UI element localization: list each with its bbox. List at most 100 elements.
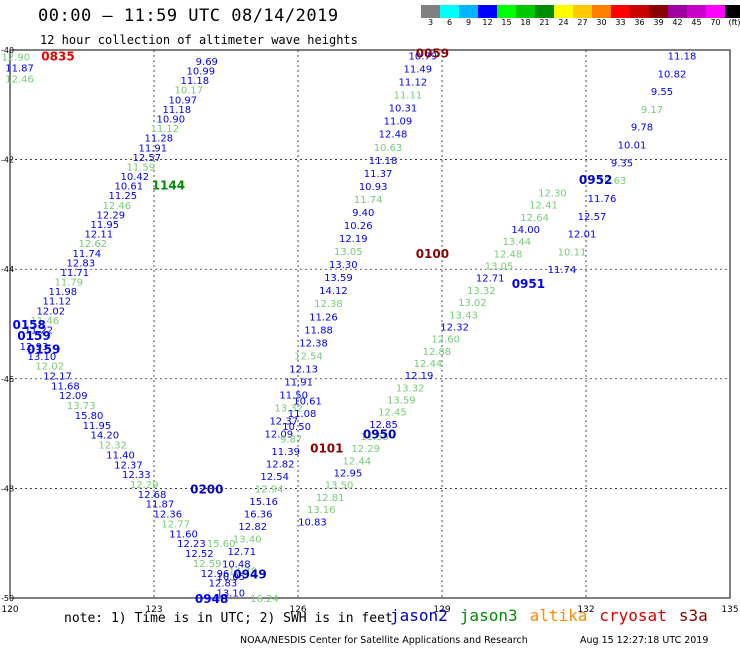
swh-value: 12.71	[227, 547, 256, 558]
swh-value: 11.40	[106, 450, 135, 461]
pass-time-label: 0835	[41, 49, 74, 63]
swh-value: 11.60	[169, 529, 198, 540]
legend-swatch	[573, 5, 592, 18]
swh-value: 12.96	[201, 569, 230, 580]
swh-value: 13.32	[396, 383, 425, 394]
legend-label: 12	[482, 18, 493, 27]
swh-value: 12.62	[78, 239, 107, 250]
swh-value: 10.63	[374, 143, 403, 154]
swh-value: 11.76	[588, 194, 617, 205]
legend-swatch	[611, 5, 630, 18]
swh-value: 11.95	[83, 421, 112, 432]
legend-swatch	[478, 5, 497, 18]
swh-value: 11.18	[668, 51, 697, 62]
swh-value: 11.37	[364, 169, 393, 180]
swh-value: 12.83	[209, 579, 238, 590]
swh-value: 10.05	[216, 572, 245, 583]
generated-time: Aug 15 12:27:18 UTC 2019	[580, 635, 709, 646]
swh-value: 12.45	[378, 408, 407, 419]
swh-value: 11.18	[162, 105, 191, 116]
swh-value: 10.97	[168, 95, 197, 106]
legend-label: 45	[691, 18, 702, 27]
swh-value: 11.46	[30, 316, 59, 327]
swh-value: 12.01	[568, 230, 597, 241]
swh-value: 10.99	[186, 67, 215, 78]
legend-label: 21	[539, 18, 550, 27]
swh-value: 12.46	[102, 201, 131, 212]
lat-tick-label: -50	[1, 594, 14, 603]
swh-value: 10.79	[408, 51, 437, 62]
legend-swatch	[630, 5, 649, 18]
swh-value: 12.44	[343, 456, 372, 467]
swh-value: 12.02	[36, 306, 65, 317]
legend-swatch	[535, 5, 554, 18]
pass-time-label: 1144	[152, 178, 185, 192]
legend-swatch	[516, 5, 535, 18]
swh-value: 12.37	[114, 460, 143, 471]
swh-value: 9.35	[611, 158, 633, 169]
pass-time-label: 0158	[12, 318, 45, 332]
lat-tick-label: -48	[1, 484, 14, 493]
legend-swatch	[440, 5, 459, 18]
swh-value: 11.74	[548, 265, 577, 276]
swh-value: 11.59	[126, 162, 155, 173]
swh-value: 13.30	[329, 260, 358, 271]
swh-value: 12.81	[316, 493, 345, 504]
swh-value: 12.44	[414, 359, 443, 370]
swh-value: 11.74	[354, 195, 383, 206]
swh-value: 12.19	[339, 234, 368, 245]
swh-value: 12.46	[5, 74, 34, 85]
swh-value: 12.09	[59, 391, 88, 402]
legend-label: 36	[634, 18, 645, 27]
swh-value: 11.25	[108, 191, 137, 202]
swh-value: 11.55	[360, 432, 389, 443]
legend-swatch	[725, 5, 740, 18]
lat-tick-label: -46	[1, 375, 14, 384]
pass-time-label: 0951	[512, 277, 545, 291]
swh-value: 9.87	[280, 434, 302, 445]
swh-value: 11.22	[24, 325, 53, 336]
swh-value: 10.82	[658, 69, 687, 80]
satellite-name: s3a	[678, 606, 708, 625]
legend-label: 39	[653, 18, 664, 27]
swh-value: 14.12	[319, 286, 348, 297]
swh-value: 11.91	[284, 377, 313, 388]
swh-value: 9.69	[196, 57, 218, 68]
swh-value: 11.79	[54, 278, 83, 289]
swh-value: 16.24	[250, 594, 279, 605]
swh-value: 13.10	[216, 589, 245, 600]
swh-value: 11.09	[384, 117, 413, 128]
swh-value: 13.50	[325, 481, 354, 492]
legend-swatch	[706, 5, 725, 18]
legend-label: 18	[520, 18, 531, 27]
swh-value: 12.54	[294, 351, 323, 362]
swh-value: 13.73	[67, 401, 96, 412]
lat-tick-label: -40	[1, 46, 14, 55]
swh-value: 12.90	[1, 52, 30, 63]
swh-value: 11.50	[279, 390, 308, 401]
swh-value: 12.36	[154, 510, 183, 521]
satellite-legend: jason2 jason3 altika cryosat s3a	[390, 606, 720, 625]
pass-time-label: 0101	[310, 441, 343, 455]
swh-value: 12.95	[334, 469, 363, 480]
swh-value: 12.54	[260, 472, 289, 483]
legend-swatch	[649, 5, 668, 18]
legend-label: 15	[501, 18, 512, 27]
satellite-name: cryosat	[599, 606, 667, 625]
pass-time-label: 0100	[416, 247, 449, 261]
swh-value: 13.59	[324, 273, 353, 284]
legend-swatch	[459, 5, 478, 18]
swh-value: 9.17	[641, 105, 663, 116]
swh-value: 12.38	[314, 299, 343, 310]
swh-value: 12.85	[369, 420, 398, 431]
legend-swatch	[421, 5, 440, 18]
swh-value: 10.61	[293, 397, 322, 408]
swh-value: 11.74	[72, 249, 101, 260]
swh-value: 12.41	[529, 201, 558, 212]
legend-swatch	[687, 5, 706, 18]
legend-swatch	[497, 5, 516, 18]
swh-value: 12.77	[161, 519, 190, 530]
lon-tick-label: 129	[433, 605, 450, 615]
